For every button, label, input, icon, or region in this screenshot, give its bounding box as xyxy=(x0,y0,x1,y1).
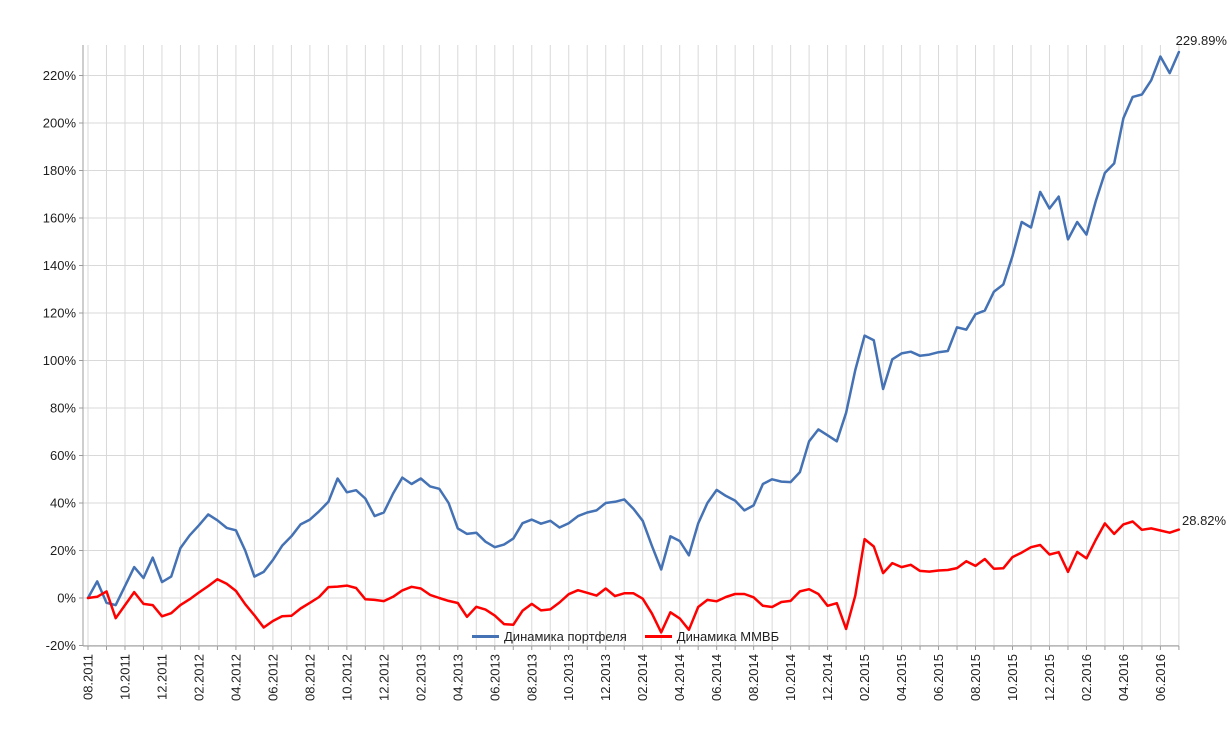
y-tick-label: 60% xyxy=(50,448,76,463)
x-tick-label: 06.2015 xyxy=(931,654,946,701)
x-tick-label: 10.2012 xyxy=(339,654,354,701)
x-tick-label: 06.2012 xyxy=(265,654,280,701)
x-tick-label: 04.2013 xyxy=(450,654,465,701)
x-tick-label: 02.2014 xyxy=(635,654,650,701)
y-tick-label: 200% xyxy=(43,116,77,131)
x-tick-label: 12.2013 xyxy=(598,654,613,701)
legend-label-portfolio: Динамика портфеля xyxy=(504,629,627,644)
x-tick-label: 06.2013 xyxy=(487,654,502,701)
y-tick-label: 220% xyxy=(43,68,77,83)
micex-end-value-label: 28.82% xyxy=(1182,513,1227,528)
x-tick-label: 10.2015 xyxy=(1005,654,1020,701)
y-tick-label: 40% xyxy=(50,496,76,511)
x-tick-label: 12.2011 xyxy=(154,654,169,700)
chart-legend: Динамика портфеля Динамика ММВБ xyxy=(472,629,779,644)
y-tick-label: 120% xyxy=(43,306,77,321)
micex-line-swatch xyxy=(644,635,672,638)
legend-item-portfolio: Динамика портфеля xyxy=(472,629,627,644)
x-tick-label: 02.2012 xyxy=(191,654,206,701)
x-tick-label: 12.2015 xyxy=(1042,654,1057,701)
x-tick-label: 10.2014 xyxy=(783,654,798,701)
x-tick-label: 10.2011 xyxy=(117,654,132,700)
x-tick-label: 08.2014 xyxy=(746,654,761,701)
x-tick-label: 06.2016 xyxy=(1153,654,1168,701)
x-tick-label: 08.2011 xyxy=(81,654,96,700)
y-tick-label: 20% xyxy=(50,543,76,558)
portfolio-line xyxy=(86,50,1181,607)
x-tick-label: 12.2014 xyxy=(820,654,835,701)
x-tick-label: 08.2013 xyxy=(524,654,539,701)
x-tick-label: 02.2016 xyxy=(1079,654,1094,701)
x-tick-label: 04.2016 xyxy=(1116,654,1131,701)
x-tick-label: 08.2012 xyxy=(302,654,317,701)
portfolio-line-swatch xyxy=(472,635,499,638)
x-tick-label: 04.2015 xyxy=(894,654,909,701)
y-tick-label: -20% xyxy=(46,638,77,653)
legend-label-micex: Динамика ММВБ xyxy=(676,629,780,644)
x-tick-label: 04.2014 xyxy=(672,654,687,701)
y-tick-label: 140% xyxy=(43,258,77,273)
x-tick-label: 12.2012 xyxy=(376,654,391,701)
x-tick-label: 04.2012 xyxy=(228,654,243,701)
y-tick-label: 0% xyxy=(57,591,76,606)
x-tick-label: 08.2015 xyxy=(968,654,983,701)
x-tick-label: 02.2015 xyxy=(857,654,872,701)
y-tick-label: 180% xyxy=(43,163,77,178)
y-tick-label: 160% xyxy=(43,211,77,226)
micex-line xyxy=(86,520,1181,634)
x-tick-label: 10.2013 xyxy=(561,654,576,701)
x-tick-label: 02.2013 xyxy=(413,654,428,701)
y-tick-label: 80% xyxy=(50,401,76,416)
legend-item-micex: Динамика ММВБ xyxy=(644,629,780,644)
x-tick-label: 06.2014 xyxy=(709,654,724,701)
y-tick-label: 100% xyxy=(43,353,77,368)
portfolio-end-value-label: 229.89% xyxy=(1175,33,1227,48)
